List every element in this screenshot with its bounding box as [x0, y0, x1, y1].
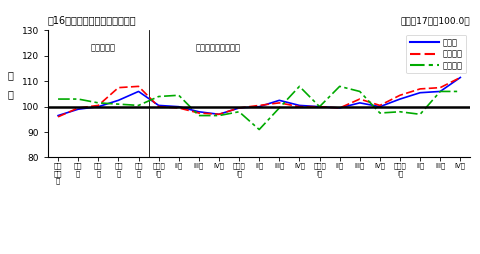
Text: II期: II期: [336, 163, 344, 169]
Text: II期: II期: [416, 163, 424, 169]
Text: 十六年
I期: 十六年 I期: [152, 163, 165, 177]
Text: 十七
年: 十七 年: [94, 163, 103, 177]
Text: II期: II期: [175, 163, 183, 169]
Text: 第16図　生産財出荷指数の推移: 第16図 生産財出荷指数の推移: [48, 15, 137, 25]
Text: 平成
十五
年: 平成 十五 年: [54, 163, 62, 184]
Text: （季節調整済指数）: （季節調整済指数）: [196, 43, 241, 52]
Text: 十六
年: 十六 年: [74, 163, 83, 177]
Text: III期: III期: [355, 163, 365, 169]
Text: 十九
年: 十九 年: [134, 163, 143, 177]
Text: III期: III期: [274, 163, 285, 169]
Text: （原指数）: （原指数）: [90, 43, 115, 52]
Text: 十七年
I期: 十七年 I期: [233, 163, 245, 177]
Text: IV期: IV期: [455, 163, 466, 169]
Text: IV期: IV期: [374, 163, 385, 169]
Text: III期: III期: [194, 163, 204, 169]
Text: 数: 数: [7, 89, 13, 99]
Text: 十八
年: 十八 年: [114, 163, 123, 177]
Text: 十九年
I期: 十九年 I期: [394, 163, 407, 177]
Text: III期: III期: [435, 163, 445, 169]
Text: 指: 指: [7, 70, 13, 80]
Text: （平成17年＝100.0）: （平成17年＝100.0）: [401, 17, 470, 25]
Legend: 生産財, 鉱工業用, その他用: 生産財, 鉱工業用, その他用: [406, 35, 466, 73]
Text: IV期: IV期: [214, 163, 225, 169]
Text: IV期: IV期: [294, 163, 305, 169]
Text: 十八年
I期: 十八年 I期: [313, 163, 326, 177]
Text: II期: II期: [255, 163, 264, 169]
